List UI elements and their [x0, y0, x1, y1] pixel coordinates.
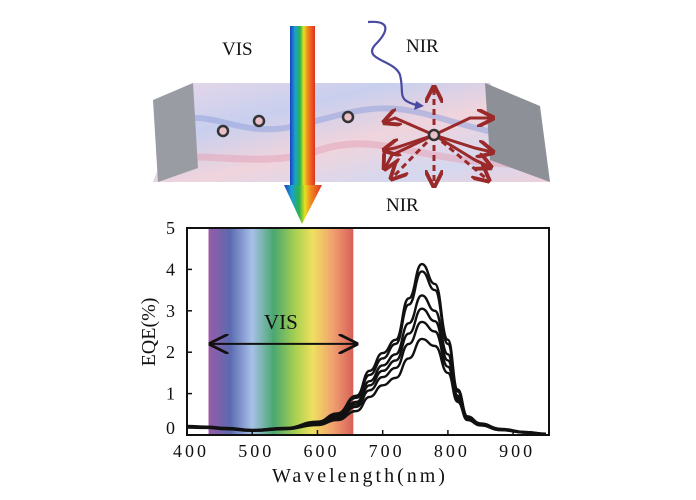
eqe-chart: VIS 400 500 600 700 800 900 0 1 2 3 4 5 Wavelength(… — [138, 218, 550, 487]
nir-emission-arrows — [385, 88, 492, 185]
waveguide-diagram: VIS NIR NIR — [153, 20, 550, 224]
band-label: VIS — [264, 310, 298, 334]
y-tick-label: 4 — [166, 259, 175, 279]
plot-frame — [186, 227, 550, 436]
luminophore-dot — [341, 110, 355, 124]
emitting-luminophore — [427, 128, 441, 142]
x-tick-label: 700 — [369, 441, 405, 461]
luminophore-dot — [252, 114, 266, 128]
x-axis-label: Wavelength(nm) — [272, 465, 448, 487]
x-tick-label: 600 — [303, 441, 339, 461]
y-tick-label: 2 — [166, 342, 175, 362]
y-tick-label: 3 — [166, 301, 175, 321]
x-tick-label: 500 — [238, 441, 274, 461]
vis-label: VIS — [222, 39, 253, 60]
y-axis-label: EQE(%) — [138, 298, 160, 367]
x-tick-label: 400 — [173, 441, 209, 461]
nir-incident-label: NIR — [406, 36, 439, 57]
left-solar-cell — [153, 83, 198, 182]
nir-emitted-label: NIR — [386, 195, 419, 216]
luminophore-dot — [216, 124, 230, 138]
x-tick-label: 800 — [434, 441, 470, 461]
x-tick-label: 900 — [499, 441, 535, 461]
y-tick-label: 5 — [166, 218, 175, 238]
vis-light-arrow — [284, 26, 322, 224]
y-tick-label: 0 — [166, 418, 175, 438]
visible-spectrum-band — [208, 228, 354, 435]
nir-photon-wave — [367, 20, 421, 108]
right-solar-cell — [485, 83, 550, 182]
eqe-series-6 — [186, 337, 546, 435]
y-tick-label: 1 — [166, 384, 175, 404]
